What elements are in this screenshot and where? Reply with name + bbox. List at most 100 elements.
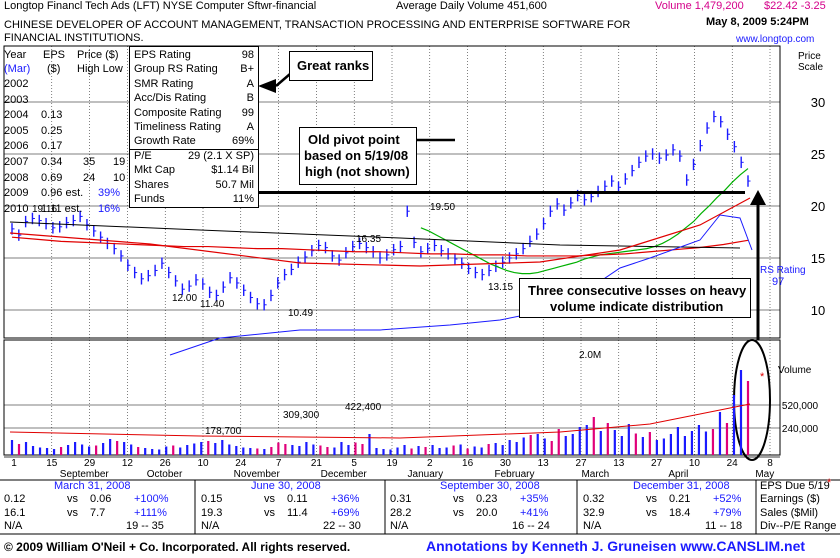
description-line-1: CHINESE DEVELOPER OF ACCOUNT MANAGEMENT,… [4,19,631,31]
volume-ma-line [9,403,751,439]
rs-rating-label: RS Rating [760,265,806,276]
eps-row-year: 2003 [4,93,29,106]
rating-value: 69% [231,135,254,148]
quarter-header: June 30, 2008 [251,480,321,492]
x-tick-label: 26 [160,458,172,469]
volume-tick-label: 520,000 [782,401,819,412]
month-label: April [668,469,688,480]
copyright: © 2009 William O'Neil + Co. Incorporated… [4,540,351,554]
month-label: March [581,469,609,480]
website-link[interactable]: www.longtop.com [736,34,815,45]
earnings-prior: 0.06 [90,493,112,505]
earnings-prior: 0.21 [669,493,691,505]
rs-rating-value: 97 [772,276,785,288]
eps-row-year: 2006 [4,140,29,153]
price-tick-label: 30 [811,95,825,110]
sales-prior: 20.0 [476,507,498,519]
month-label: November [234,469,281,480]
great-ranks-text: Great ranks [297,58,370,73]
eps-header-mar: (Mar) [4,63,31,75]
great-ranks-arrow [275,73,291,87]
vs-label: vs [67,493,78,505]
sales-current: 19.3 [201,507,223,519]
volume-point-label: 422,400 [345,402,382,413]
sales-change: +79% [713,507,742,519]
volume-value: Volume 1,479,200 [655,0,744,12]
vs-label: vs [264,507,275,519]
stock-title: Longtop Financl Tech Ads (LFT) NYSE Comp… [4,0,317,12]
eps-row-eps: 0.13 [41,109,63,122]
x-tick-label: 10 [197,458,209,469]
pivot-text-1: Old pivot point [308,132,400,147]
price-scale-label-2: Scale [798,62,824,73]
rating-value: 98 [241,49,254,61]
row-label: Div--P/E Range [760,520,837,532]
price-point-label: 10.49 [288,308,313,319]
sales-current: 16.1 [4,507,26,519]
rating-label: Growth Rate [134,135,196,148]
sales-prior: 18.4 [669,507,691,519]
rating-value: B [246,92,254,105]
eps-row-year: 2004 [4,109,29,122]
distribution-text-1: Three consecutive losses on heavy [528,283,747,298]
price-change: $22.42 -3.25 [764,0,826,12]
volume-asterisk: * [760,371,765,383]
chart-date: May 8, 2009 5:24PM [706,16,809,28]
price-tick-label: 25 [811,147,825,162]
earnings-current: 0.32 [583,493,605,505]
x-tick-label: 15 [46,458,58,469]
great-ranks-arrowhead [258,79,276,93]
eps-due-mark: * [827,477,832,489]
earnings-current: 0.31 [390,493,412,505]
earnings-prior: 0.23 [476,493,498,505]
rating-label: Shares [134,178,169,191]
vs-label: vs [453,507,464,519]
sales-current: 28.2 [390,507,412,519]
earnings-change: +36% [331,493,360,505]
x-tick-label: 10 [689,458,701,469]
volume-highlight-ellipse [733,339,771,461]
rating-label: Funds [134,193,165,205]
eps-row-year: 2002 [4,78,29,90]
earnings-current: 0.15 [201,493,223,505]
month-label: February [495,469,535,480]
x-tick-label: 16 [462,458,474,469]
eps-row-eps: 0.96 est. [41,187,84,200]
long-ma-line [9,221,741,249]
x-tick-label: 8 [767,458,773,469]
rating-value: 11% [232,193,254,205]
eps-row-high: 39% [98,187,121,200]
volume-point-label: 178,700 [205,426,242,437]
eps-table: Year EPS Price ($) (Mar) ($) High Low 20… [1,46,130,214]
pivot-text-3: high (not shown) [305,164,410,179]
price-tick-label: 20 [811,199,825,214]
eps-row-year: 2005 [4,124,29,137]
ma200-line [11,236,749,257]
rating-value: A [246,121,254,133]
vs-label: vs [453,493,464,505]
distribution-arrowhead [750,190,766,205]
x-tick-label: 27 [651,458,663,469]
x-tick-label: 29 [84,458,96,469]
volume-axis-label: Volume [778,365,812,376]
eps-row-eps: 0.34 [41,156,63,168]
row-label: Earnings ($) [760,493,820,505]
earnings-prior: 0.11 [287,493,308,505]
rating-label: Timeliness Rating [134,121,222,133]
x-tick-label: 19 [386,458,398,469]
x-tick-label: 1 [11,458,17,469]
eps-due: EPS Due 5/19 [760,480,830,492]
rating-label: EPS Rating [134,49,191,61]
pe-range: 19 -- 35 [126,520,164,532]
vs-label: vs [264,493,275,505]
eps-header-highlow: High Low [77,63,123,75]
month-label: May [755,469,774,480]
great-ranks-annotation: Great ranks [289,51,373,81]
vs-label: vs [67,507,78,519]
rating-label: Acc/Dis Rating [134,92,207,105]
earnings-change: +100% [134,493,169,505]
quarter-header: September 30, 2008 [440,480,540,492]
price-tick-label: 10 [811,303,825,318]
pe-range: 11 -- 18 [705,520,743,532]
